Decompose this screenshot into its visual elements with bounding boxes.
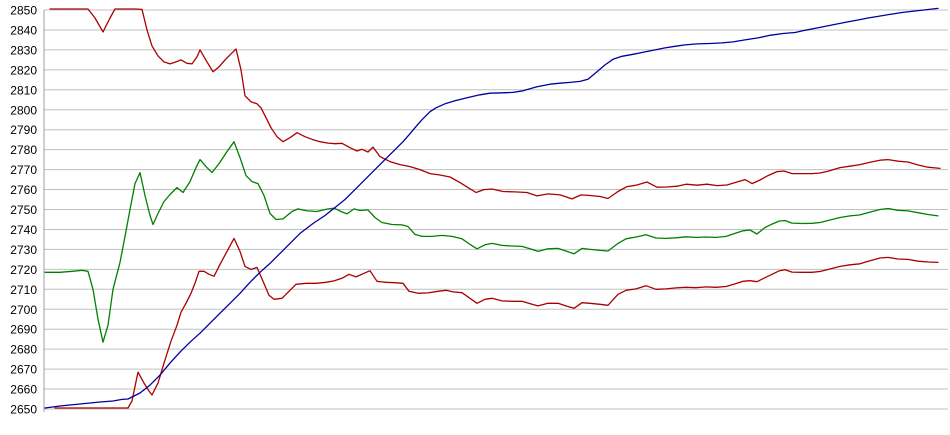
y-axis-label: 2800 <box>10 103 37 117</box>
series-blue-rising-line <box>44 7 939 409</box>
y-axis-label: 2770 <box>10 163 37 177</box>
y-axis-label: 2840 <box>10 23 37 37</box>
y-axis-label: 2720 <box>10 263 37 277</box>
y-axis-label: 2670 <box>10 363 37 377</box>
series-green-middle-line <box>44 141 939 343</box>
series-red-lower-line <box>54 237 939 409</box>
y-axis-label: 2690 <box>10 323 37 337</box>
y-axis-label: 2700 <box>10 303 37 317</box>
y-axis-label: 2810 <box>10 83 37 97</box>
y-axis-label: 2850 <box>10 4 37 18</box>
y-axis-label: 2790 <box>10 123 37 137</box>
y-axis-label: 2780 <box>10 143 37 157</box>
y-axis-label: 2830 <box>10 43 37 57</box>
y-axis-label: 2680 <box>10 343 37 357</box>
y-axis-label: 2650 <box>10 403 37 417</box>
y-axis-label: 2730 <box>10 243 37 257</box>
y-axis-label: 2710 <box>10 283 37 297</box>
y-axis-label: 2750 <box>10 203 37 217</box>
y-axis-label: 2660 <box>10 383 37 397</box>
series-red-upper-line <box>49 8 941 200</box>
y-axis-label: 2760 <box>10 183 37 197</box>
y-axis-label: 2820 <box>10 63 37 77</box>
y-axis-label: 2740 <box>10 223 37 237</box>
